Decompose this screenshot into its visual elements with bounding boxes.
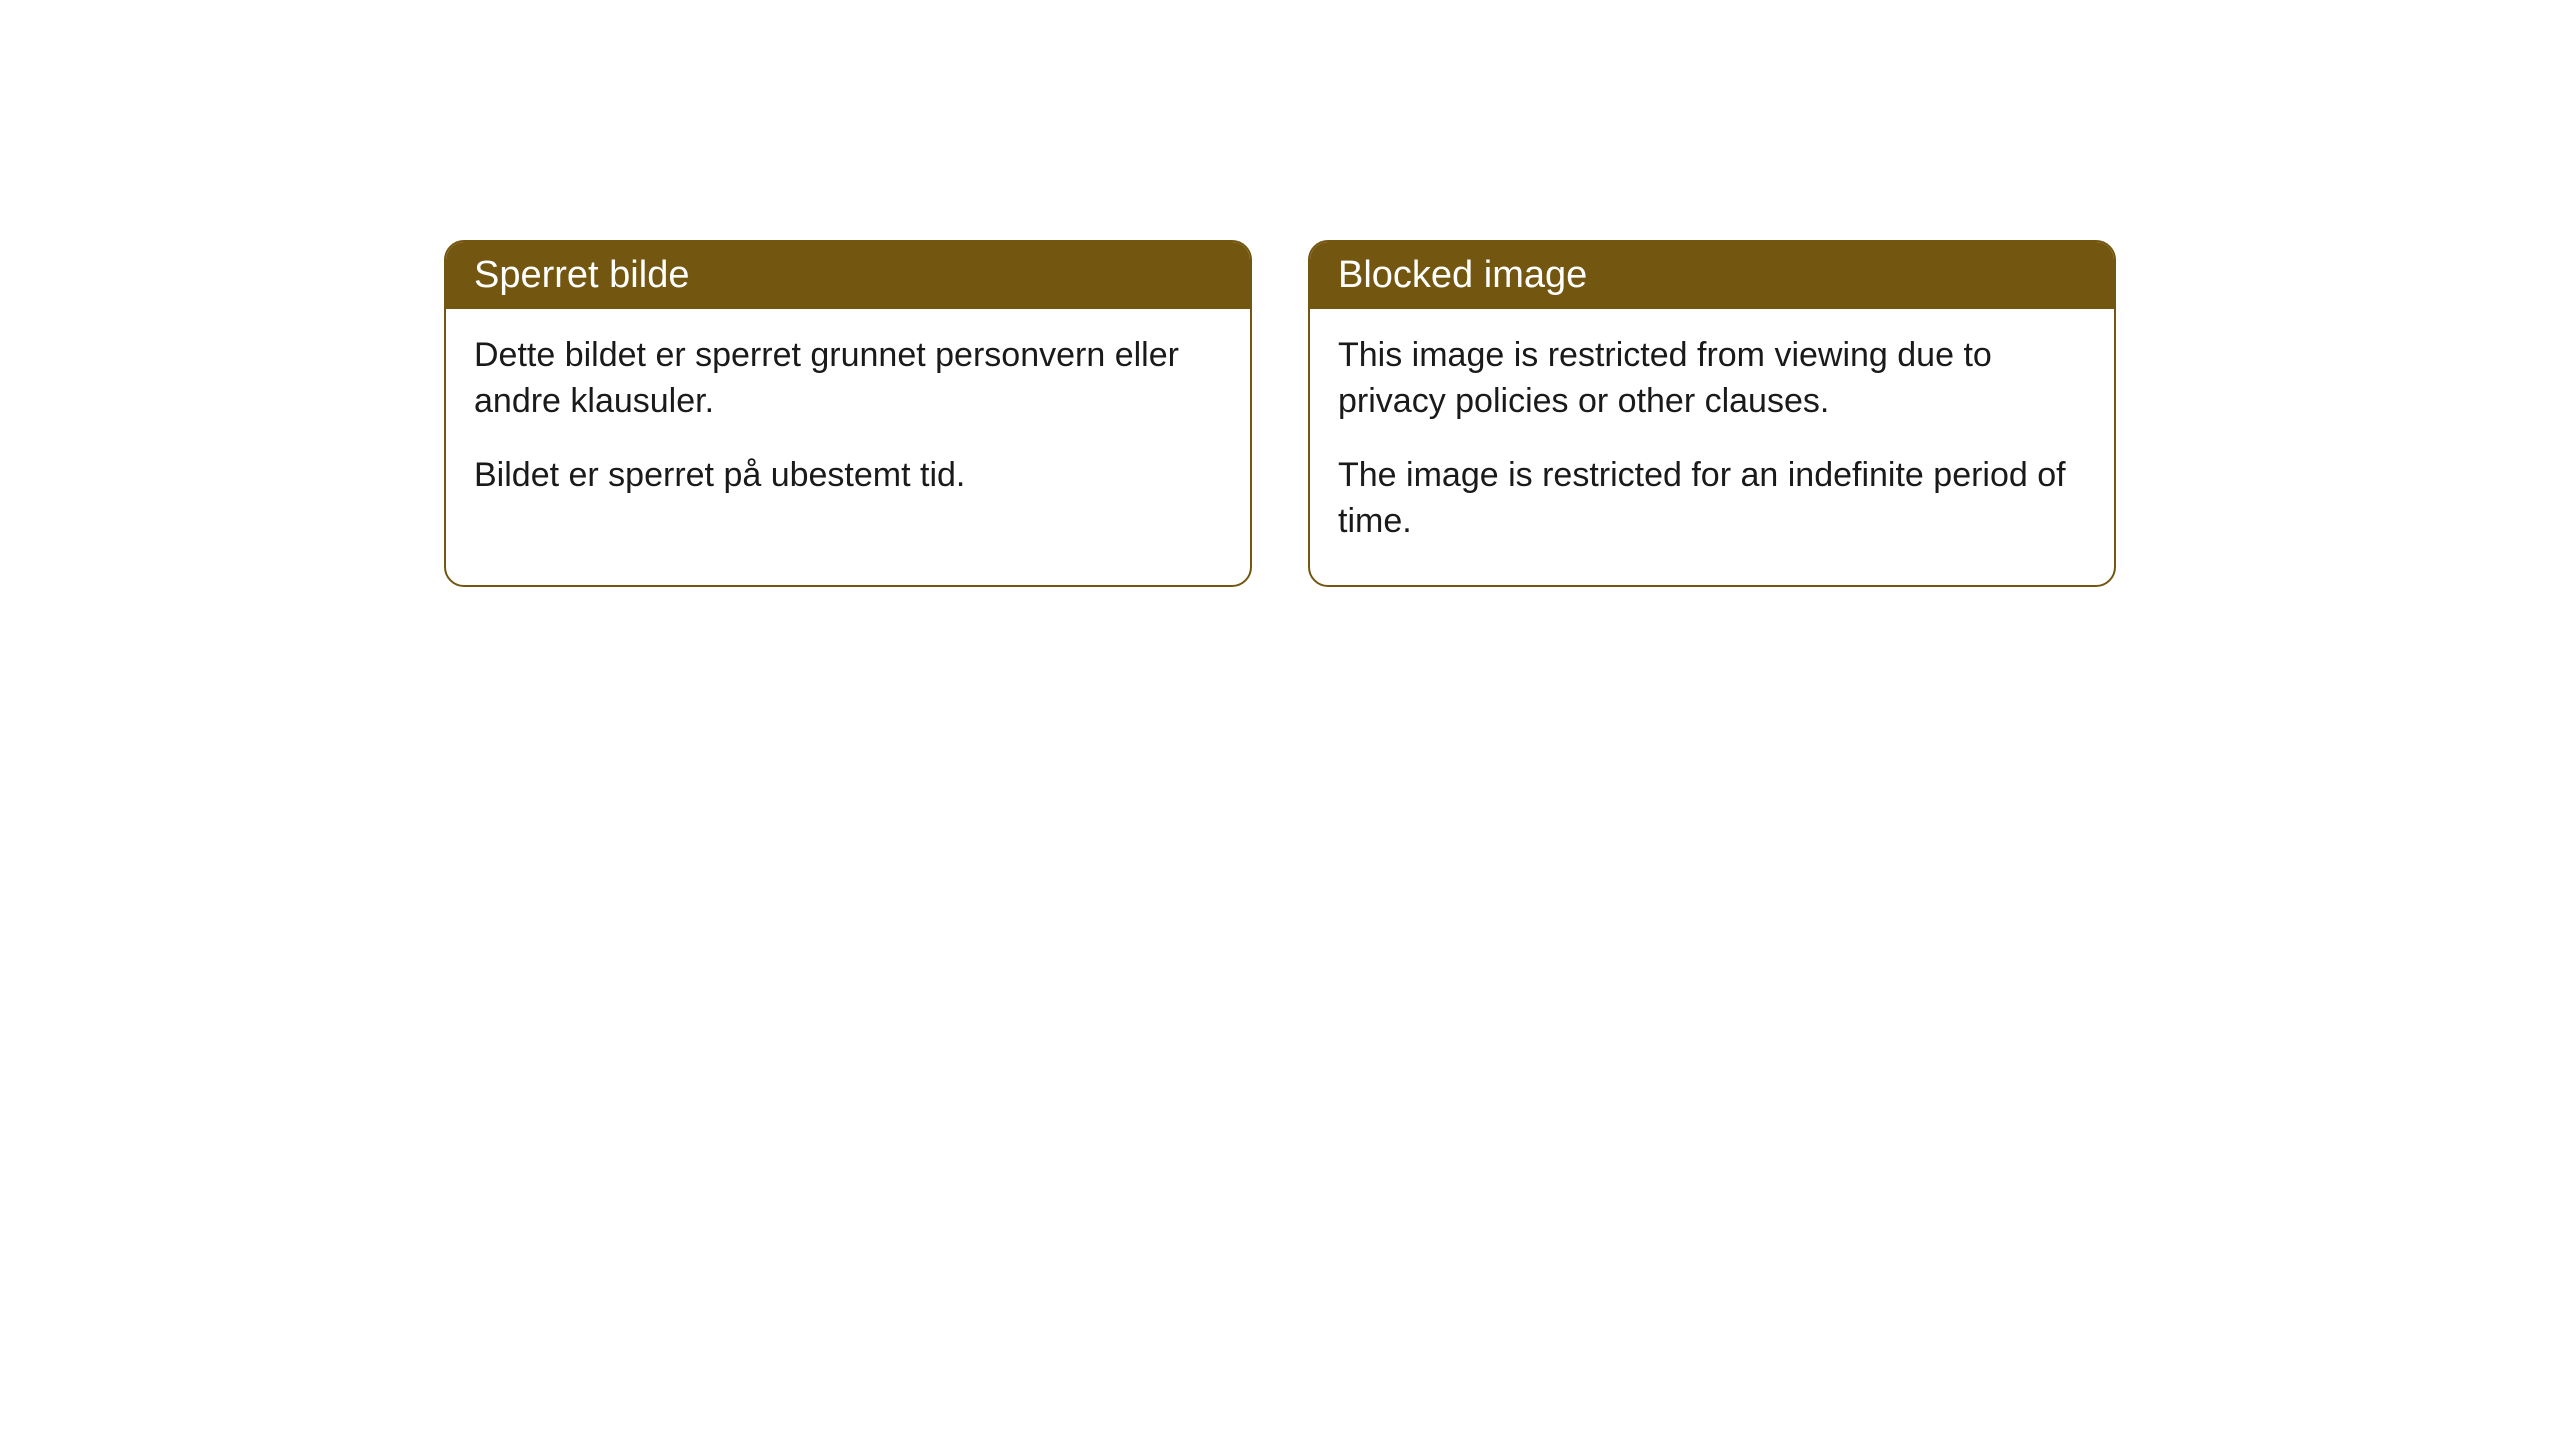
- notice-card-english: Blocked image This image is restricted f…: [1308, 240, 2116, 587]
- card-paragraph: Bildet er sperret på ubestemt tid.: [474, 453, 1222, 499]
- card-body: This image is restricted from viewing du…: [1310, 309, 2114, 585]
- card-paragraph: Dette bildet er sperret grunnet personve…: [474, 333, 1222, 425]
- card-body: Dette bildet er sperret grunnet personve…: [446, 309, 1250, 539]
- notice-card-norwegian: Sperret bilde Dette bildet er sperret gr…: [444, 240, 1252, 587]
- card-paragraph: This image is restricted from viewing du…: [1338, 333, 2086, 425]
- card-paragraph: The image is restricted for an indefinit…: [1338, 453, 2086, 545]
- card-title: Sperret bilde: [446, 242, 1250, 309]
- card-title: Blocked image: [1310, 242, 2114, 309]
- notice-cards-container: Sperret bilde Dette bildet er sperret gr…: [0, 240, 2560, 587]
